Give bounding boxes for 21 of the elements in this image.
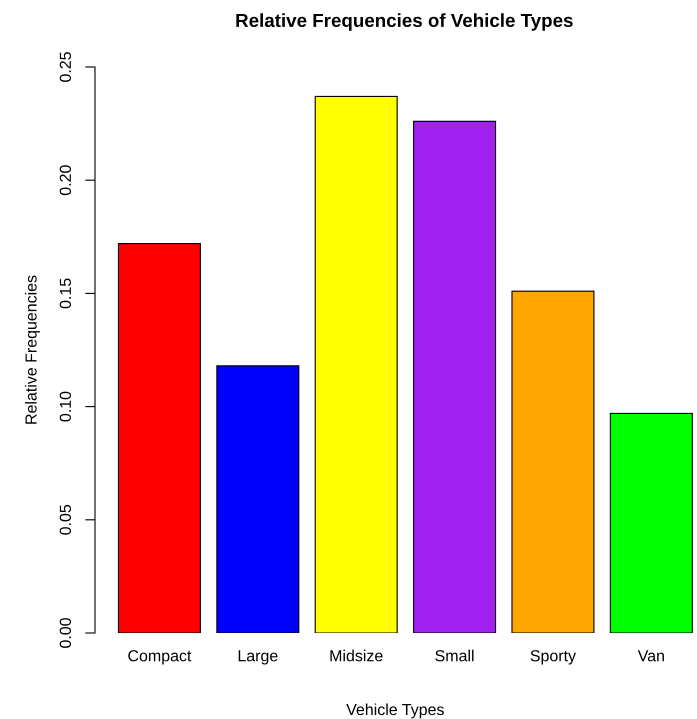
bar [118,243,201,633]
y-tick-label: 0.20 [60,165,72,196]
bar [511,290,594,633]
bar [610,412,693,633]
x-tick-label: Large [238,650,278,665]
y-tick-label: 0.15 [60,278,72,308]
bar [314,96,398,633]
y-axis-title: Relative Frequencies [24,276,40,424]
bar [413,120,496,633]
x-axis-title: Vehicle Types [346,703,444,718]
y-tick-label: 0.00 [60,618,72,648]
y-tick-label: 0.05 [60,504,72,535]
y-tick-label: 0.25 [60,52,72,82]
x-tick-label: Small [435,650,474,662]
x-tick-label: Compact [128,650,192,665]
bar [216,365,300,633]
x-tick-label: Midsize [330,650,383,662]
y-tick-label: 0.10 [60,392,72,422]
x-tick-label: Van [638,650,664,662]
x-tick-label: Sporty [530,650,576,665]
chart-title: Relative Frequencies of Vehicle Types [236,13,573,31]
